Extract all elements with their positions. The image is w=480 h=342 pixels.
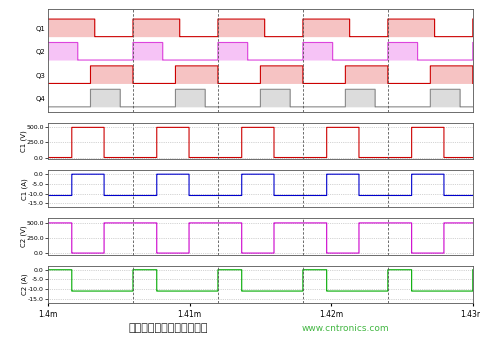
Y-axis label: C1 (V): C1 (V) — [20, 130, 27, 152]
Y-axis label: C2 (A): C2 (A) — [22, 274, 28, 295]
Y-axis label: C1 (A): C1 (A) — [22, 178, 28, 200]
Y-axis label: C2 (V): C2 (V) — [20, 226, 27, 247]
Text: www.cntronics.com: www.cntronics.com — [302, 325, 389, 333]
Text: 移相控制开关管的仿真波形: 移相控制开关管的仿真波形 — [128, 324, 208, 333]
